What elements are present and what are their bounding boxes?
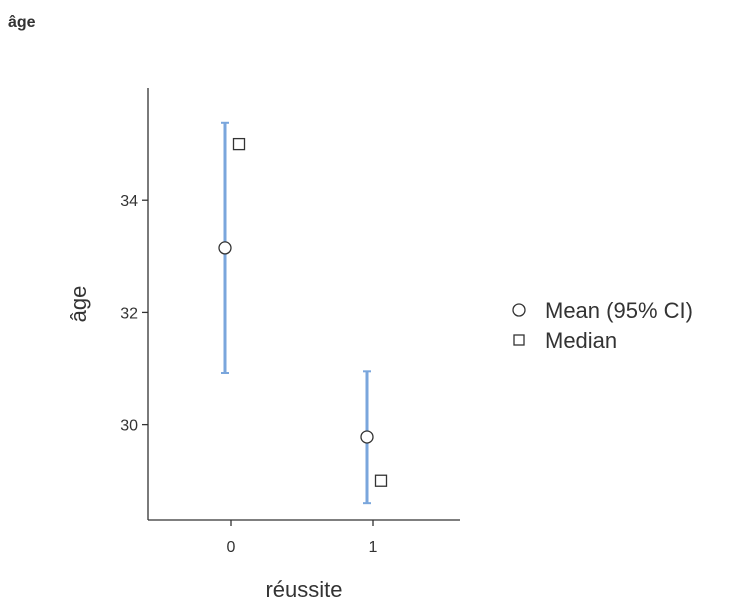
legend-mean-marker xyxy=(512,303,526,317)
median-point xyxy=(232,137,246,151)
chart-marks xyxy=(218,121,388,505)
median-point xyxy=(374,474,388,487)
x-tick-label: 0 xyxy=(227,539,236,556)
y-tick-label: 30 xyxy=(120,418,138,435)
axes: 30 32 34 0 1 xyxy=(120,88,460,556)
y-tick-label: 32 xyxy=(120,305,138,322)
page-title: âge xyxy=(8,14,36,31)
y-axis-title: âge xyxy=(66,286,91,323)
legend-median-label: Median xyxy=(545,328,617,353)
mean-point xyxy=(218,241,232,255)
legend: Mean (95% CI) Median xyxy=(512,298,693,353)
legend-median-marker xyxy=(513,334,525,346)
legend-mean-label: Mean (95% CI) xyxy=(545,298,693,323)
x-axis-title: réussite xyxy=(265,577,342,600)
x-tick-label: 1 xyxy=(369,539,378,556)
mean-point xyxy=(360,430,374,444)
y-tick-label: 34 xyxy=(120,193,138,210)
